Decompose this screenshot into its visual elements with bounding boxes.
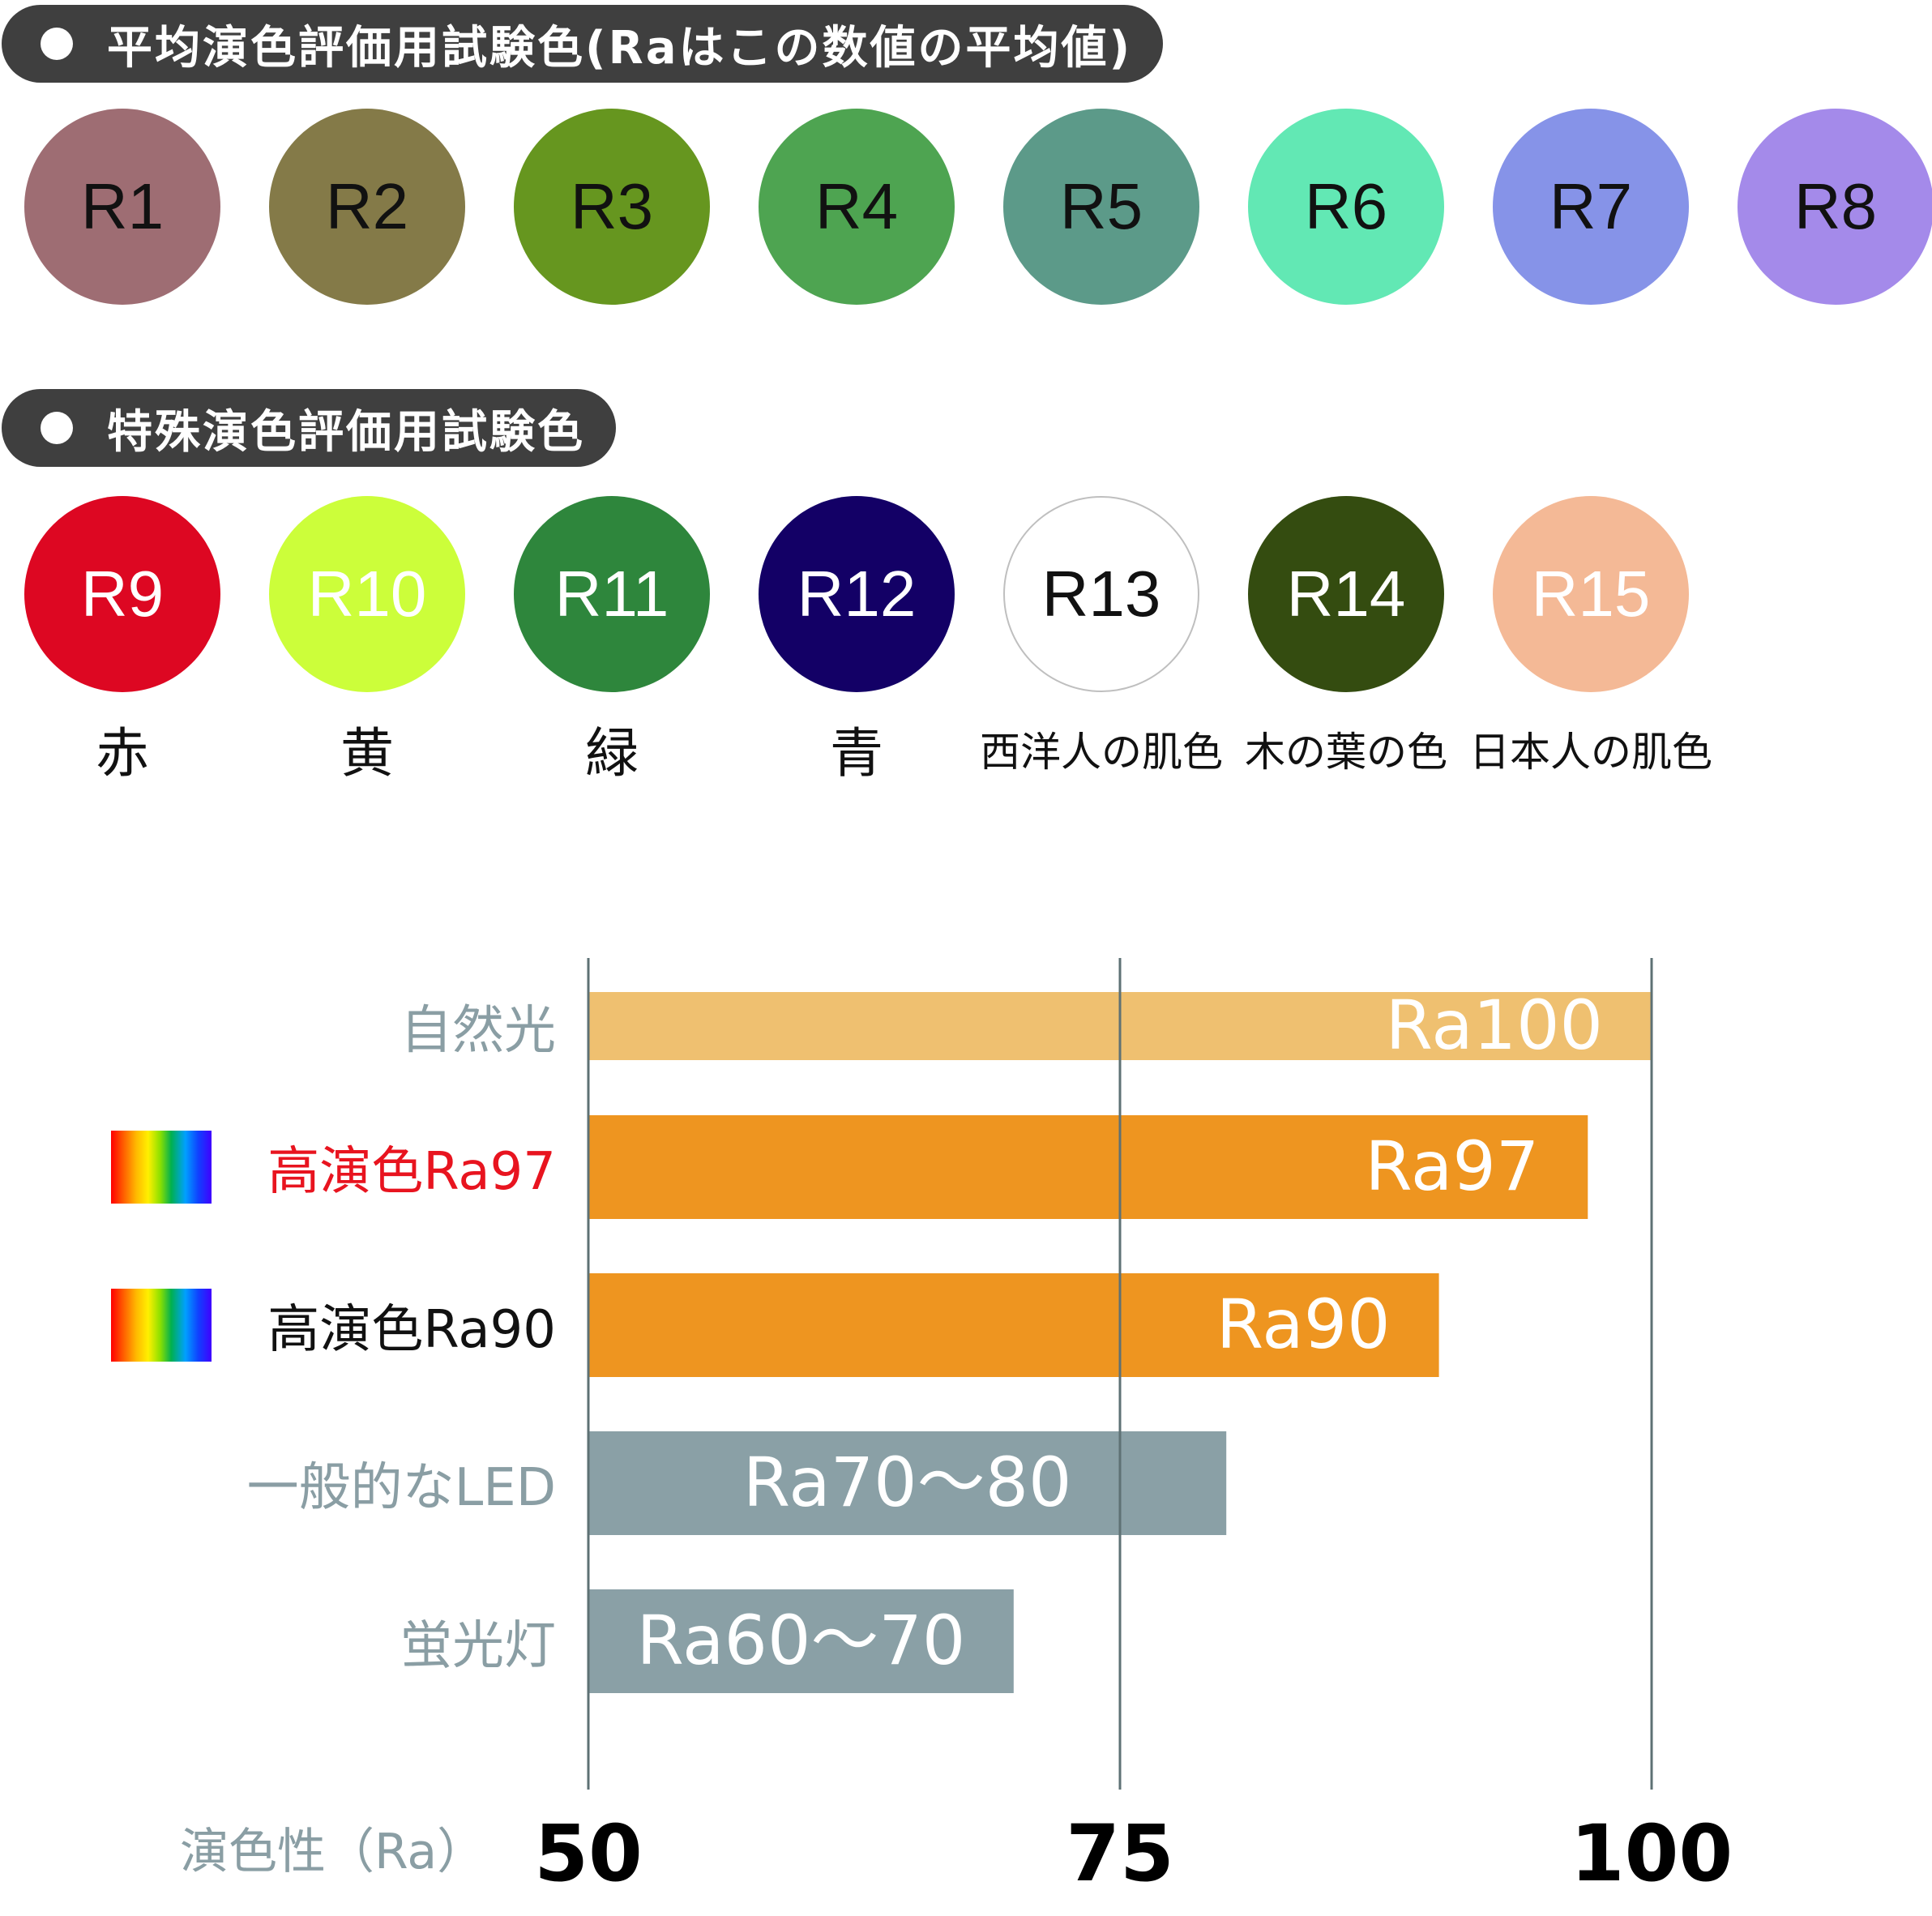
swatch-r7: R7 [1493, 109, 1689, 305]
swatch-label: R10 [307, 558, 427, 630]
swatch-r9: R9 [24, 496, 220, 692]
swatch-caption: 黄 [340, 722, 394, 785]
swatch-label: R13 [1041, 558, 1161, 630]
category-label: 蛍光灯 [400, 1616, 556, 1676]
swatch-r15: R15 [1493, 496, 1689, 692]
bar-value-label: Ra90 [1216, 1285, 1391, 1364]
swatch-caption: 日本人の肌色 [1469, 729, 1712, 776]
category-label: 自然光 [400, 1001, 556, 1061]
bullet-icon [41, 412, 73, 444]
bar-value-label: Ra97 [1365, 1127, 1539, 1206]
swatch-r3: R3 [514, 109, 710, 305]
swatch-label: R5 [1059, 170, 1143, 242]
swatch-label: R14 [1286, 558, 1406, 630]
swatch-caption: 青 [830, 722, 883, 785]
swatch-label: R2 [325, 170, 409, 242]
category-label: 高演色Ra90 [267, 1300, 556, 1360]
swatch-label: R11 [554, 558, 669, 630]
swatch-label: R7 [1549, 170, 1633, 242]
swatch-r5: R5 [1003, 109, 1199, 305]
x-tick-label: 75 [1066, 1808, 1174, 1899]
category-label: 高演色Ra97 [267, 1142, 556, 1202]
special-colors-title: 特殊演色評価用試験色 [107, 405, 585, 459]
swatch-r11: R11 [514, 496, 710, 692]
x-tick-label: 50 [534, 1808, 643, 1899]
bar-value-label: Ra70〜80 [743, 1443, 1072, 1522]
swatch-r2: R2 [269, 109, 465, 305]
bar [588, 1115, 1588, 1219]
general-colors-header: 平均演色評価用試験色(Raはこの数値の平均値) [2, 5, 1164, 83]
bar-value-label: Ra60〜70 [637, 1601, 966, 1680]
x-axis-title: 演色性（Ra） [180, 1824, 486, 1880]
swatch-label: R8 [1793, 170, 1878, 242]
swatch-label: R6 [1304, 170, 1388, 242]
swatch-label: R4 [814, 170, 899, 242]
swatch-label: R9 [80, 558, 165, 630]
swatch-r10: R10 [269, 496, 465, 692]
swatch-caption: 赤 [96, 722, 149, 785]
swatch-label: R3 [570, 170, 654, 242]
bullet-icon [41, 28, 73, 60]
swatch-label: R12 [797, 558, 917, 630]
swatch-caption: 緑 [585, 722, 639, 785]
category-label: 一般的なLED [246, 1458, 556, 1518]
swatch-r8: R8 [1738, 109, 1932, 305]
swatch-r14: R14 [1248, 496, 1444, 692]
special-colors-header: 特殊演色評価用試験色 [2, 389, 616, 467]
swatch-r1: R1 [24, 109, 220, 305]
spectrum-icon [111, 1289, 212, 1362]
general-colors-title: 平均演色評価用試験色(Raはこの数値の平均値) [107, 21, 1133, 75]
bar-value-label: Ra100 [1386, 986, 1603, 1065]
x-tick-label: 100 [1571, 1808, 1733, 1899]
spectrum-icon [111, 1131, 212, 1204]
swatch-caption: 木の葉の色 [1245, 729, 1447, 776]
swatch-label: R1 [80, 170, 165, 242]
swatch-r6: R6 [1248, 109, 1444, 305]
bar [588, 1273, 1439, 1377]
swatch-r13: R13 [1003, 496, 1199, 692]
swatch-label: R15 [1531, 558, 1651, 630]
swatch-caption: 西洋人の肌色 [980, 729, 1223, 776]
swatch-r4: R4 [759, 109, 955, 305]
swatch-r12: R12 [759, 496, 955, 692]
bar [588, 1589, 1014, 1693]
